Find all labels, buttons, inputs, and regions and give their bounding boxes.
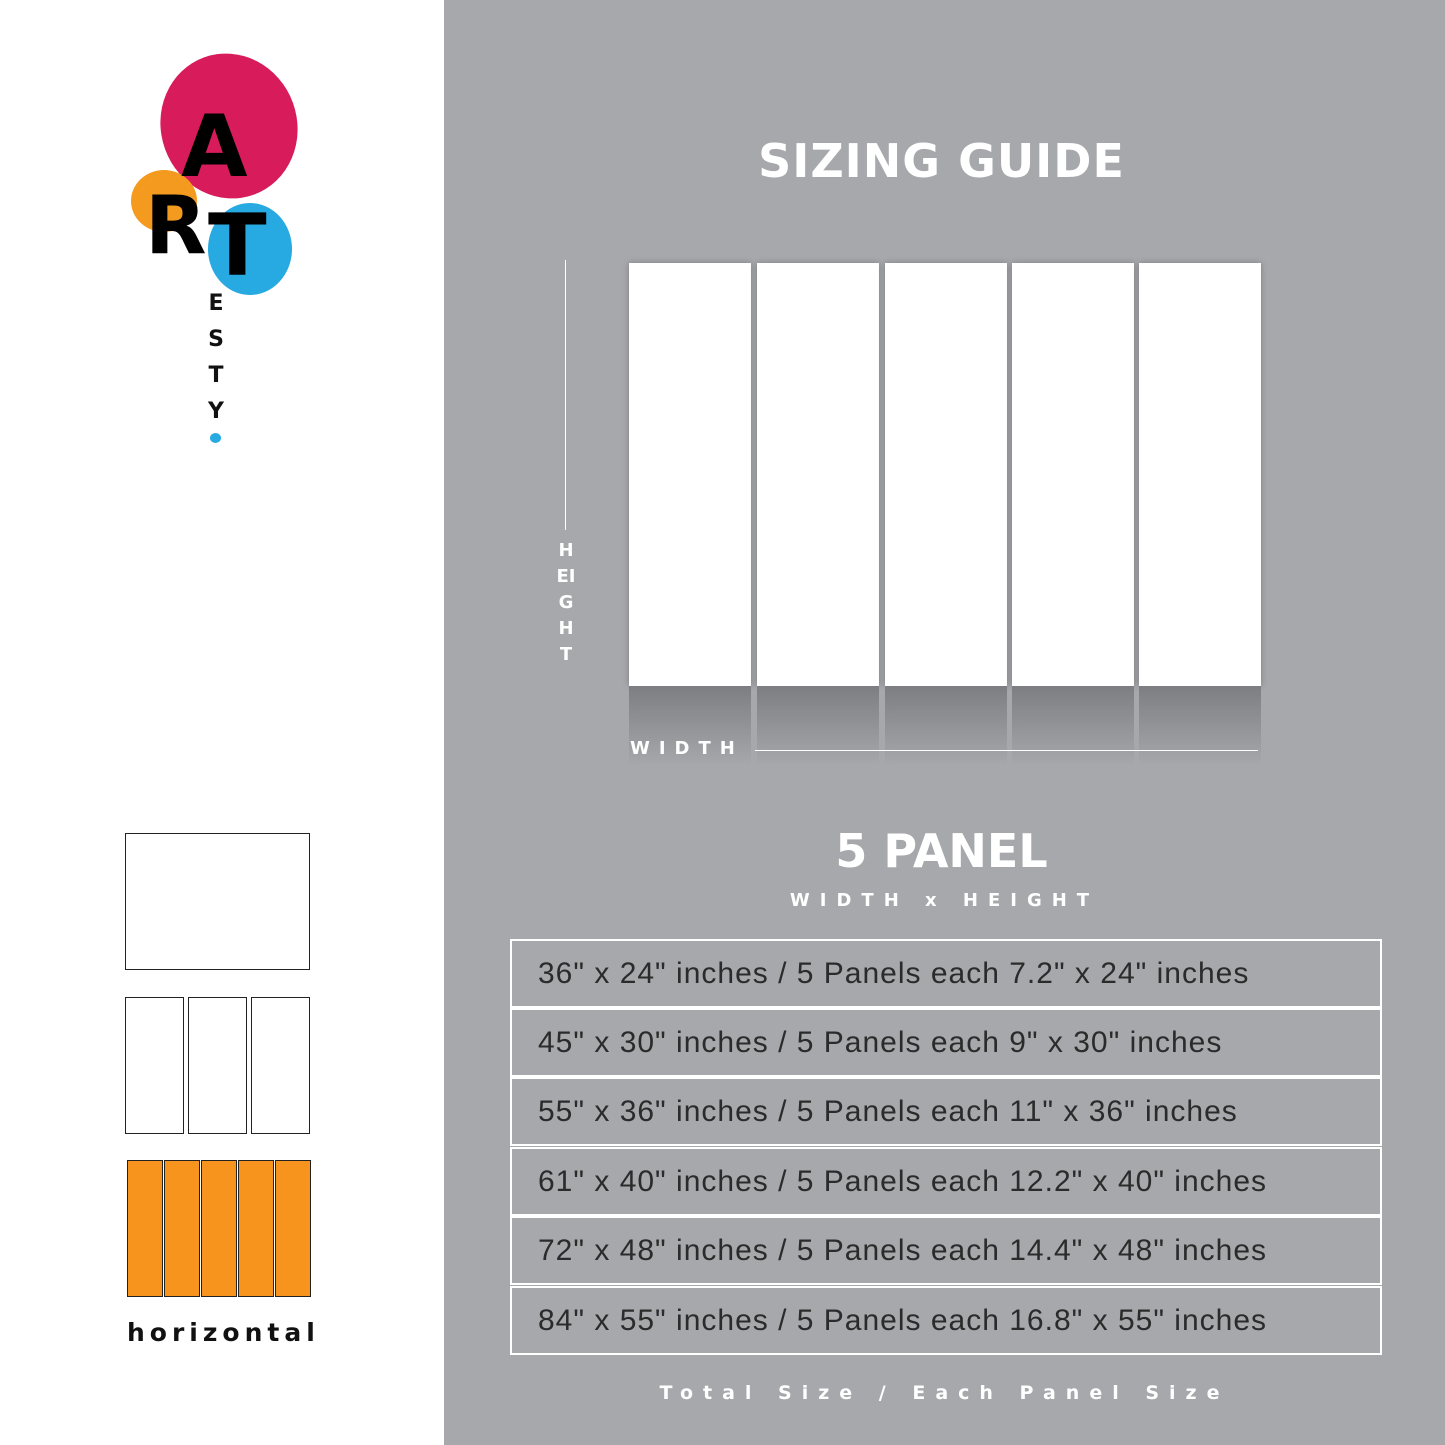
orientation-label: horizontal <box>127 1318 320 1347</box>
table-footer: Total Size / Each Panel Size <box>659 1382 1230 1404</box>
page-title: SIZING GUIDE <box>758 134 1125 188</box>
height-label: HEIGHT <box>556 540 576 665</box>
size-option[interactable]: 55" x 36" inches / 5 Panels each 11" x 3… <box>510 1077 1382 1146</box>
size-option[interactable]: 84" x 55" inches / 5 Panels each 16.8" x… <box>510 1286 1382 1355</box>
size-option[interactable]: 36" x 24" inches / 5 Panels each 7.2" x … <box>510 939 1382 1008</box>
width-label: WIDTH <box>630 738 744 759</box>
height-line <box>565 260 566 530</box>
left-panel: A R T E S T Y horizontal <box>0 0 444 1445</box>
size-option[interactable]: 45" x 30" inches / 5 Panels each 9" x 30… <box>510 1008 1382 1077</box>
panel-title: 5 PANEL <box>835 824 1048 878</box>
size-option[interactable]: 72" x 48" inches / 5 Panels each 14.4" x… <box>510 1216 1382 1285</box>
panel-subtitle: WIDTH x HEIGHT <box>789 890 1100 911</box>
width-line <box>755 750 1258 751</box>
size-option[interactable]: 61" x 40" inches / 5 Panels each 12.2" x… <box>510 1147 1382 1216</box>
layout-option-single[interactable] <box>125 833 310 970</box>
